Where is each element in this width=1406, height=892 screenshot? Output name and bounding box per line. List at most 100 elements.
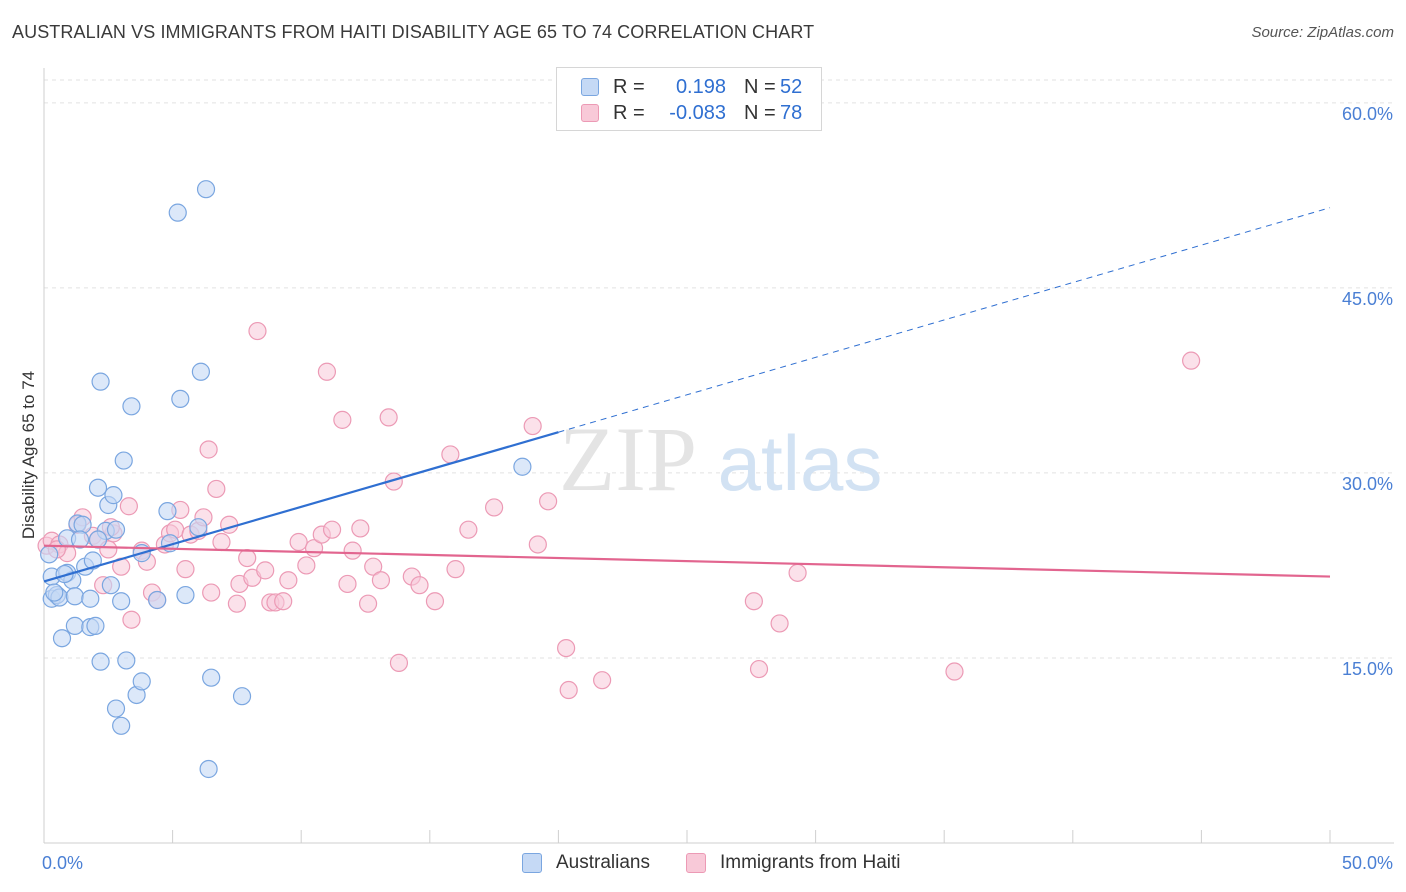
data-point-australians [83, 551, 102, 570]
data-point-haiti [485, 498, 504, 517]
data-point-australians [513, 457, 532, 476]
legend-swatch-blue [581, 78, 599, 96]
data-point-australians [158, 502, 177, 521]
y-tick-label: 30.0% [1342, 474, 1393, 494]
legend-label-haiti: Immigrants from Haiti [720, 852, 901, 873]
data-point-haiti [593, 671, 612, 690]
x-tick-label: 50.0% [1342, 853, 1393, 873]
data-point-haiti [425, 592, 445, 611]
data-point-australians [114, 451, 133, 470]
data-point-australians [189, 518, 208, 537]
data-point-haiti [227, 594, 246, 613]
data-point-australians [232, 687, 252, 706]
data-point-australians [70, 530, 90, 549]
data-point-haiti [338, 574, 357, 594]
data-point-haiti [220, 515, 239, 534]
data-point-haiti [202, 583, 221, 602]
data-point-haiti [119, 497, 138, 516]
data-point-australians [45, 583, 64, 602]
data-point-haiti [749, 659, 769, 679]
series-legend: Australians Immigrants from Haiti [0, 852, 1406, 878]
trend-line-haiti [43, 544, 1331, 578]
data-point-haiti [212, 532, 231, 552]
legend-r-label: R = [613, 101, 645, 124]
data-point-australians [106, 520, 126, 539]
data-point-australians [168, 203, 187, 222]
data-point-haiti [207, 479, 226, 499]
data-point-australians [148, 590, 167, 610]
data-point-australians [106, 699, 126, 718]
data-point-australians [86, 616, 105, 635]
data-point-haiti [358, 594, 378, 613]
legend-r-value: -0.083 [669, 101, 726, 124]
y-axis-label: Disability Age 65 to 74 [19, 370, 38, 540]
data-point-haiti [317, 362, 337, 381]
legend-row-australians: R = 0.198 N = 52 [581, 75, 802, 99]
data-point-haiti [788, 563, 807, 582]
data-point-australians [88, 530, 108, 549]
legend-item-australians[interactable]: Australians [522, 852, 650, 874]
axes [43, 68, 1394, 844]
data-point-australians [191, 362, 210, 381]
legend-swatch-pink [581, 104, 599, 122]
data-point-haiti [256, 561, 275, 580]
data-point-haiti [523, 416, 542, 436]
data-point-haiti [122, 610, 141, 629]
legend-n-value: 78 [780, 101, 803, 124]
data-point-australians [132, 672, 151, 691]
legend-swatch-blue [522, 853, 542, 873]
data-point-australians [91, 372, 110, 391]
tick-labels: 15.0% 30.0% 45.0% 60.0% 0.0% 50.0% [42, 104, 1393, 873]
data-point-haiti [364, 557, 383, 576]
data-point-haiti [379, 408, 398, 427]
data-point-haiti [289, 532, 308, 552]
data-point-haiti [557, 638, 576, 658]
data-point-haiti [528, 535, 547, 554]
legend-n-value: 52 [780, 75, 803, 98]
legend-r-value: 0.198 [675, 75, 726, 98]
data-point-australians [104, 486, 123, 505]
data-point-australians [202, 668, 221, 687]
data-point-haiti [199, 440, 218, 459]
data-point-haiti [279, 571, 298, 590]
series-australians [40, 180, 532, 779]
data-point-australians [101, 576, 120, 595]
data-point-haiti [459, 520, 478, 539]
data-point-australians [176, 585, 195, 605]
data-point-haiti [248, 321, 267, 341]
data-point-australians [199, 759, 218, 779]
data-point-australians [117, 651, 136, 670]
data-point-haiti [410, 576, 429, 595]
data-point-haiti [333, 410, 352, 429]
trend-line-australians-extension [558, 207, 1331, 433]
legend-item-haiti[interactable]: Immigrants from Haiti [686, 852, 901, 874]
y-tick-label: 60.0% [1342, 104, 1393, 124]
legend-r-label: R = [613, 75, 645, 98]
legend-swatch-pink [686, 853, 706, 873]
data-point-haiti [1182, 351, 1201, 370]
data-point-australians [65, 616, 84, 635]
watermark-zip: ZIP [559, 408, 697, 510]
series-immigrants-from-haiti [37, 321, 1201, 700]
data-point-haiti [322, 520, 342, 539]
data-point-australians [171, 389, 190, 409]
data-point-australians [122, 397, 141, 416]
data-point-haiti [343, 541, 362, 560]
y-tick-label: 15.0% [1342, 659, 1393, 679]
y-tick-label: 45.0% [1342, 289, 1393, 309]
x-tick-label: 0.0% [42, 853, 83, 873]
trend-lines [43, 207, 1331, 583]
legend-n-label: N = [744, 75, 776, 98]
data-point-australians [52, 629, 72, 648]
data-point-australians [91, 652, 110, 671]
legend-n-label: N = [744, 101, 776, 124]
data-point-haiti [371, 571, 391, 590]
data-point-haiti [176, 560, 195, 579]
data-point-australians [81, 589, 100, 608]
data-point-haiti [351, 519, 370, 538]
data-point-haiti [441, 445, 460, 464]
data-point-australians [40, 545, 59, 564]
legend-label-australians: Australians [556, 852, 650, 873]
data-point-australians [112, 716, 131, 735]
